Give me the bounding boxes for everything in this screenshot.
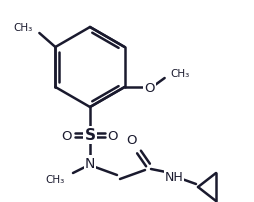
Text: NH: NH <box>164 171 183 184</box>
Text: O: O <box>107 129 118 142</box>
Text: CH₃: CH₃ <box>170 69 189 79</box>
Text: CH₃: CH₃ <box>13 23 32 33</box>
Text: CH₃: CH₃ <box>45 174 65 184</box>
Text: S: S <box>84 128 95 143</box>
Text: O: O <box>61 129 72 142</box>
Text: O: O <box>144 81 154 94</box>
Text: O: O <box>126 134 137 147</box>
Text: N: N <box>85 156 95 170</box>
